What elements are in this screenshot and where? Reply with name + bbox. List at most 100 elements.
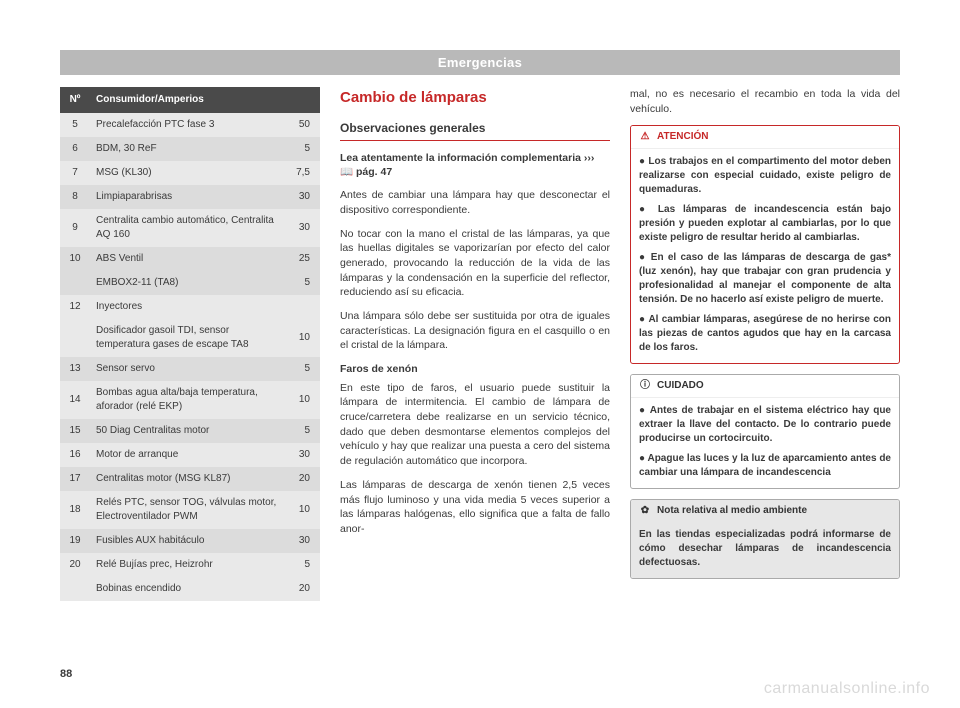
table-row: Bobinas encendido20 [60, 577, 320, 601]
cell-desc: Motor de arranque [90, 443, 284, 467]
watermark: carmanualsonline.info [764, 680, 930, 698]
callout-item: ● Antes de trabajar en el sistema eléctr… [639, 404, 891, 446]
cell-num: 5 [60, 113, 90, 137]
cell-num: 10 [60, 247, 90, 271]
table-row: Dosificador gasoil TDI, sensor temperatu… [60, 319, 320, 357]
cell-desc: Bobinas encendido [90, 577, 284, 601]
page-header: Emergencias [60, 50, 900, 75]
cell-num: 20 [60, 553, 90, 577]
cell-amp: 10 [284, 491, 320, 529]
cell-desc: MSG (KL30) [90, 161, 284, 185]
callout-title: Nota relativa al medio ambiente [657, 504, 807, 518]
cell-amp: 5 [284, 271, 320, 295]
body-paragraph: No tocar con la mano el cristal de las l… [340, 227, 610, 300]
cell-desc: EMBOX2-11 (TA8) [90, 271, 284, 295]
table-row: 14Bombas agua alta/baja temperatura, afo… [60, 381, 320, 419]
cell-amp: 5 [284, 419, 320, 443]
cell-amp: 5 [284, 553, 320, 577]
callout-header: ⚠ ATENCIÓN [631, 126, 899, 149]
cell-num: 12 [60, 295, 90, 319]
callout-item: ● Al cambiar lámparas, asegúrese de no h… [639, 313, 891, 355]
callout-item: ● Las lámparas de incandescencia están b… [639, 203, 891, 245]
callout-title: ATENCIÓN [657, 130, 708, 144]
callout-header: ⓘ CUIDADO [631, 375, 899, 398]
table-row: 5Precalefacción PTC fase 350 [60, 113, 320, 137]
cell-num: 17 [60, 467, 90, 491]
cell-amp: 50 [284, 113, 320, 137]
cell-num: 8 [60, 185, 90, 209]
cell-desc: Relés PTC, sensor TOG, válvulas motor, E… [90, 491, 284, 529]
warning-icon: ⚠ [639, 130, 651, 144]
section-title: Cambio de lámparas [340, 87, 610, 108]
table-row: EMBOX2-11 (TA8)5 [60, 271, 320, 295]
cell-desc: ABS Ventil [90, 247, 284, 271]
cell-num: 9 [60, 209, 90, 247]
table-row: 19Fusibles AUX habitáculo30 [60, 529, 320, 553]
callout-item: ● Los trabajos en el compartimento del m… [639, 155, 891, 197]
cell-amp: 25 [284, 247, 320, 271]
col-header-desc: Consumidor/Amperios [90, 87, 284, 113]
book-icon: 📖 [340, 166, 353, 178]
callout-item: ● En el caso de las lámparas de descarga… [639, 251, 891, 307]
cell-amp: 10 [284, 381, 320, 419]
callout-cuidado: ⓘ CUIDADO ● Antes de trabajar en el sist… [630, 374, 900, 489]
table-row: 13Sensor servo5 [60, 357, 320, 381]
subheading: Observaciones generales [340, 120, 610, 141]
callout-body: ● Los trabajos en el compartimento del m… [631, 149, 899, 363]
cell-amp: 30 [284, 529, 320, 553]
table-header-row: Nº Consumidor/Amperios [60, 87, 320, 113]
col-header-num: Nº [60, 87, 90, 113]
cell-desc: Dosificador gasoil TDI, sensor temperatu… [90, 319, 284, 357]
table-row: 10ABS Ventil25 [60, 247, 320, 271]
cell-num: 16 [60, 443, 90, 467]
callout-body: ● Antes de trabajar en el sistema eléctr… [631, 398, 899, 488]
cell-amp: 30 [284, 209, 320, 247]
page-number: 88 [60, 668, 72, 680]
fuse-table: Nº Consumidor/Amperios 5Precalefacción P… [60, 87, 320, 601]
cell-desc: Centralita cambio automático, Centralita… [90, 209, 284, 247]
lead-paragraph: Lea atentamente la información complemen… [340, 151, 610, 180]
table-row: 6BDM, 30 ReF5 [60, 137, 320, 161]
continuation-paragraph: mal, no es necesario el recambio en toda… [630, 87, 900, 116]
cell-num [60, 271, 90, 295]
column-right: mal, no es necesario el recambio en toda… [630, 87, 900, 601]
cell-num: 15 [60, 419, 90, 443]
cell-desc: Bombas agua alta/baja temperatura, afora… [90, 381, 284, 419]
callout-medioambiente: ✿ Nota relativa al medio ambiente En las… [630, 499, 900, 579]
cell-num: 7 [60, 161, 90, 185]
table-row: 20Relé Bujías prec, Heizrohr5 [60, 553, 320, 577]
cell-desc: 50 Diag Centralitas motor [90, 419, 284, 443]
cell-desc: Inyectores [90, 295, 284, 319]
cell-amp: 5 [284, 357, 320, 381]
table-row: 17Centralitas motor (MSG KL87)20 [60, 467, 320, 491]
cell-num: 6 [60, 137, 90, 161]
lead-suffix: pág. 47 [353, 166, 392, 178]
environment-icon: ✿ [639, 504, 651, 518]
cell-desc: Sensor servo [90, 357, 284, 381]
table-row: 7MSG (KL30)7,5 [60, 161, 320, 185]
body-paragraph: Antes de cambiar una lámpara hay que des… [340, 188, 610, 217]
cell-num: 19 [60, 529, 90, 553]
cell-amp: 7,5 [284, 161, 320, 185]
callout-title: CUIDADO [657, 379, 704, 393]
cell-amp: 20 [284, 577, 320, 601]
content-columns: Nº Consumidor/Amperios 5Precalefacción P… [60, 87, 900, 601]
table-row: 12Inyectores [60, 295, 320, 319]
cell-desc: Centralitas motor (MSG KL87) [90, 467, 284, 491]
callout-text: En las tiendas especializadas podrá info… [639, 528, 891, 570]
cell-amp: 30 [284, 185, 320, 209]
cell-amp: 5 [284, 137, 320, 161]
cell-desc: Fusibles AUX habitáculo [90, 529, 284, 553]
cell-num: 14 [60, 381, 90, 419]
cell-amp [284, 295, 320, 319]
info-icon: ⓘ [639, 379, 651, 393]
column-middle: Cambio de lámparas Observaciones general… [340, 87, 610, 601]
table-row: 1550 Diag Centralitas motor5 [60, 419, 320, 443]
lead-prefix: Lea atentamente la información complemen… [340, 152, 594, 164]
cell-amp: 20 [284, 467, 320, 491]
cell-desc: Precalefacción PTC fase 3 [90, 113, 284, 137]
cell-num [60, 577, 90, 601]
table-row: 16Motor de arranque30 [60, 443, 320, 467]
cell-num [60, 319, 90, 357]
callout-body: En las tiendas especializadas podrá info… [631, 522, 899, 578]
